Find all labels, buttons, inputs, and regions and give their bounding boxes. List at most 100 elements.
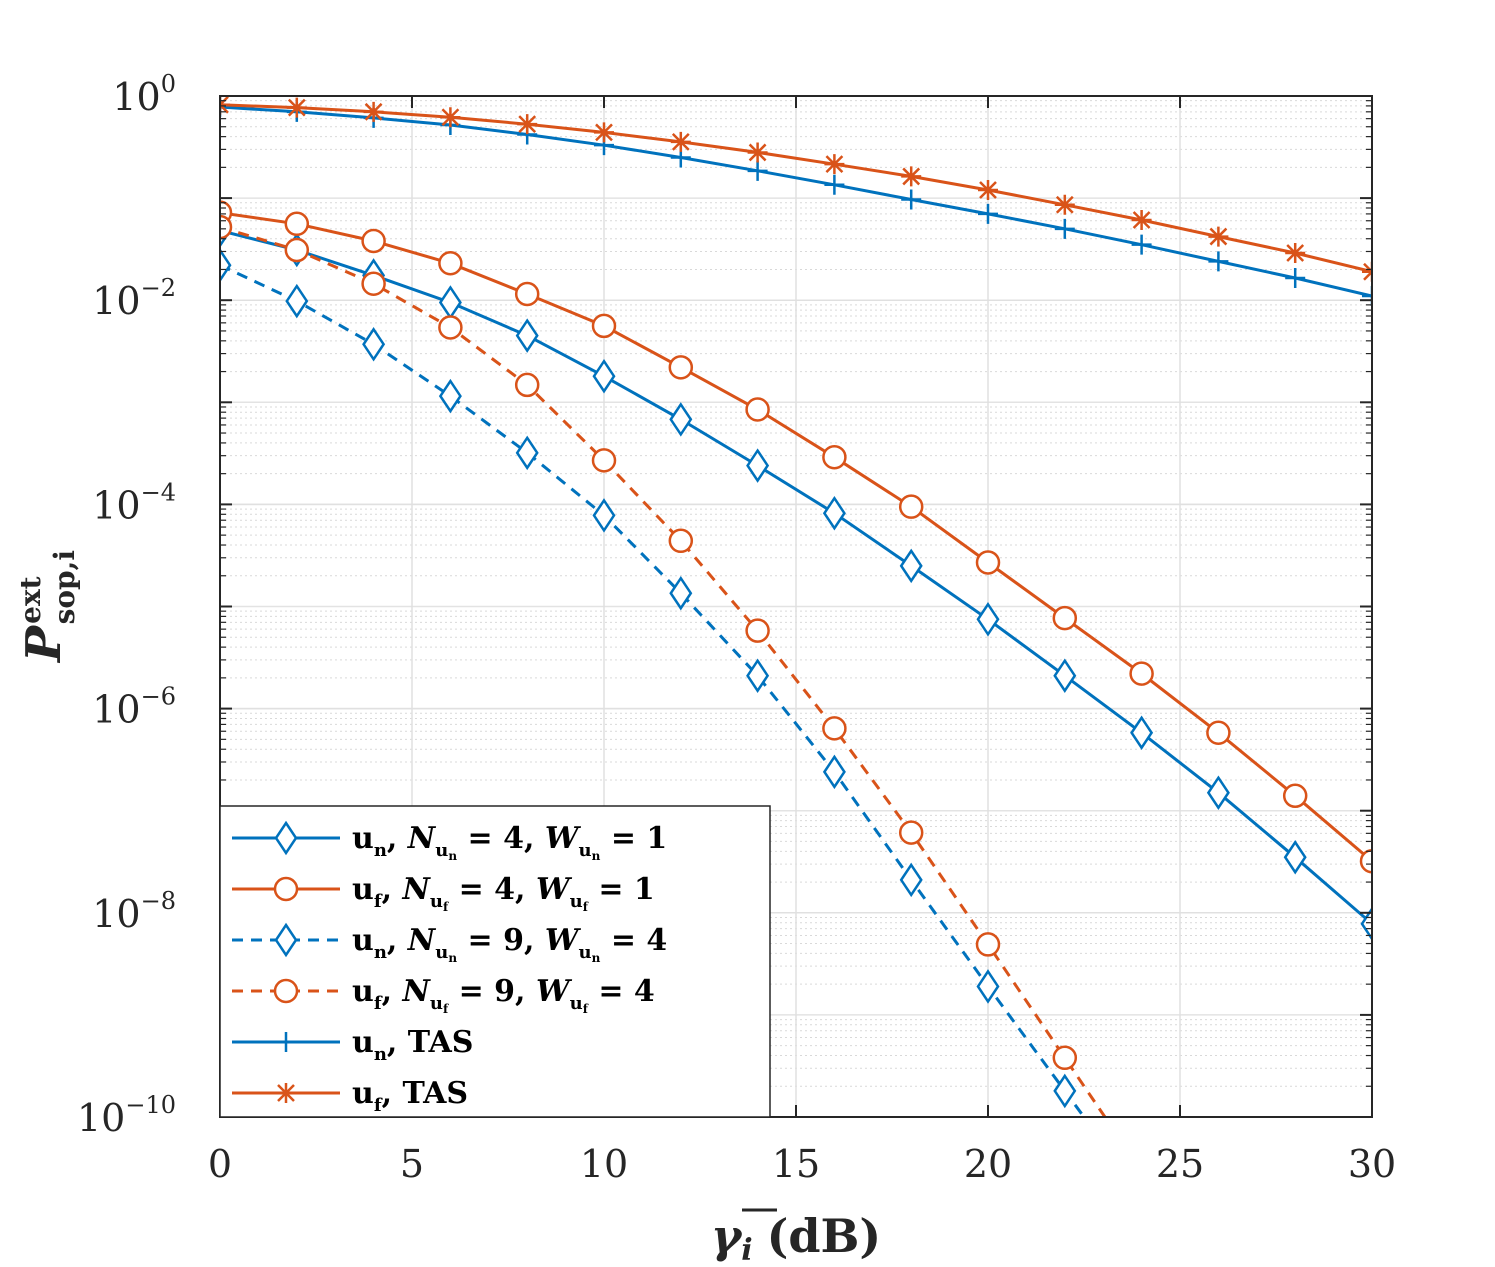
data-point <box>824 174 845 195</box>
y-tick-mantissa: 10 <box>92 892 140 936</box>
data-point <box>668 355 694 380</box>
legend-marker <box>274 820 298 856</box>
x-tick-label: 5 <box>400 1142 424 1186</box>
y-tick-exponent: −2 <box>141 274 176 302</box>
data-point <box>1208 251 1229 272</box>
data-point <box>976 969 1000 1004</box>
legend-entry: un, Nun = 9, Wun = 4 <box>232 922 667 965</box>
data-point <box>1052 605 1078 631</box>
series-4 <box>220 214 1107 1117</box>
x-axis-title: γi (dB) <box>711 1209 881 1267</box>
data-point <box>286 97 307 118</box>
data-point <box>1054 218 1075 239</box>
data-point <box>284 237 310 263</box>
x-tick-label: 30 <box>1348 1142 1396 1186</box>
data-point <box>285 283 309 319</box>
data-point <box>668 528 694 554</box>
y-axis-subscript: sop,i <box>48 550 81 624</box>
data-point <box>440 107 461 128</box>
series-1 <box>220 213 1372 942</box>
y-tick-exponent: −6 <box>141 683 176 711</box>
legend-marker <box>273 978 299 1004</box>
data-point <box>1053 658 1077 693</box>
legend-marker <box>276 1032 296 1052</box>
legend-box <box>219 805 771 1118</box>
data-point <box>1131 234 1152 255</box>
legend-entry: uf, TAS <box>232 1076 468 1116</box>
series-3 <box>220 247 1086 1117</box>
data-point <box>515 318 539 353</box>
legend-entry: uf, Nuf = 9, Wuf = 4 <box>232 974 655 1016</box>
data-point <box>745 397 770 422</box>
data-point <box>1129 661 1154 686</box>
y-tick-label: 10−8 <box>92 887 176 936</box>
data-point <box>362 327 386 362</box>
data-point <box>1362 285 1372 306</box>
data-point <box>1285 242 1306 263</box>
data-point <box>822 716 847 741</box>
legend-entry: un, Nun = 4, Wun = 1 <box>232 820 667 863</box>
y-tick-label: 10−6 <box>92 683 176 732</box>
data-point <box>438 315 463 340</box>
axis-ticks <box>219 95 1373 1118</box>
y-tick-exponent: −8 <box>141 887 176 915</box>
data-point <box>669 575 693 611</box>
legend-label: uf, Nuf = 4, Wuf = 1 <box>352 872 655 914</box>
x-tick-label: 15 <box>772 1142 820 1186</box>
data-point <box>1052 1045 1078 1071</box>
x-tick-label: 25 <box>1156 1142 1204 1186</box>
data-point <box>747 142 768 163</box>
x-axis-unit: (dB) <box>767 1209 882 1263</box>
data-point <box>591 448 617 473</box>
data-point <box>220 97 230 118</box>
data-point <box>898 820 924 845</box>
data-point <box>592 498 616 533</box>
data-point <box>975 932 1001 957</box>
legend-label: uf, TAS <box>352 1076 468 1116</box>
data-point <box>976 602 1000 637</box>
data-point <box>746 448 770 483</box>
data-point <box>1359 848 1372 874</box>
data-point <box>1285 267 1306 288</box>
data-point <box>899 862 923 898</box>
data-point <box>284 211 310 237</box>
series-6 <box>220 96 1372 282</box>
data-point <box>594 122 614 143</box>
data-point <box>514 281 540 307</box>
data-point <box>361 228 386 254</box>
x-tick-label: 0 <box>208 1142 232 1186</box>
series-layer <box>220 96 1372 1117</box>
data-point <box>1208 226 1229 247</box>
data-point <box>1130 715 1154 751</box>
data-point <box>822 754 846 790</box>
data-point <box>745 618 770 643</box>
y-tick-exponent: 0 <box>161 70 176 98</box>
data-point <box>363 101 384 122</box>
data-point <box>438 378 462 414</box>
series-line <box>220 229 1372 925</box>
data-point <box>747 160 768 181</box>
y-tick-label: 10−10 <box>77 1091 176 1140</box>
x-tick-labels: 0 5 10 15 20 25 30 <box>208 1142 1396 1186</box>
legend-marker <box>273 876 299 902</box>
data-point <box>514 372 540 398</box>
data-point <box>591 313 617 339</box>
x-axis-symbol: γ <box>711 1209 744 1263</box>
data-point <box>1131 210 1152 231</box>
data-point <box>822 444 847 470</box>
legend-label: un, TAS <box>352 1025 473 1065</box>
y-tick-mantissa: 10 <box>92 483 140 527</box>
data-point <box>901 189 922 210</box>
data-point <box>515 435 539 471</box>
data-point <box>592 358 616 394</box>
data-point <box>1054 194 1075 215</box>
series-line <box>220 105 1372 298</box>
y-tick-mantissa: 10 <box>112 75 160 119</box>
series-2 <box>220 200 1372 874</box>
y-tick-mantissa: 10 <box>77 1096 125 1140</box>
y-tick-exponent: −4 <box>141 478 176 506</box>
y-tick-mantissa: 10 <box>92 279 140 323</box>
legend-entry: un, TAS <box>232 1025 473 1065</box>
